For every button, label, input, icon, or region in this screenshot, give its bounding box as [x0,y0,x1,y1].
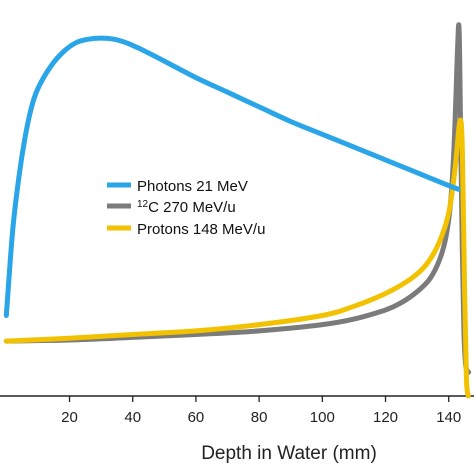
x-tick-label: 100 [310,409,335,426]
series-line-photons [3,35,461,318]
series-lines [3,22,472,399]
x-tick-label: 60 [188,409,205,426]
x-tick-label: 120 [373,409,398,426]
x-tick-label: 80 [251,409,268,426]
x-tick-label: 40 [124,409,141,426]
legend-label-photons: Photons 21 MeV [137,178,248,195]
x-tick-label: 140 [436,409,461,426]
legend-label-carbon-sup: 12 [137,199,149,210]
legend-label-protons: Protons 148 MeV/u [137,221,265,238]
x-tick-label: 20 [61,409,78,426]
x-ticks: 20 40 60 80 100 120 140 [61,396,461,426]
series-line-protons [3,117,471,399]
x-axis-label: Depth in Water (mm) [201,443,377,464]
legend: Photons 21 MeV 12C 270 MeV/u Protons 148… [107,178,265,238]
legend-label-carbon: 12C 270 MeV/u [137,199,236,216]
legend-label-carbon-text: C 270 MeV/u [148,199,236,216]
series-line-carbon [3,22,472,375]
